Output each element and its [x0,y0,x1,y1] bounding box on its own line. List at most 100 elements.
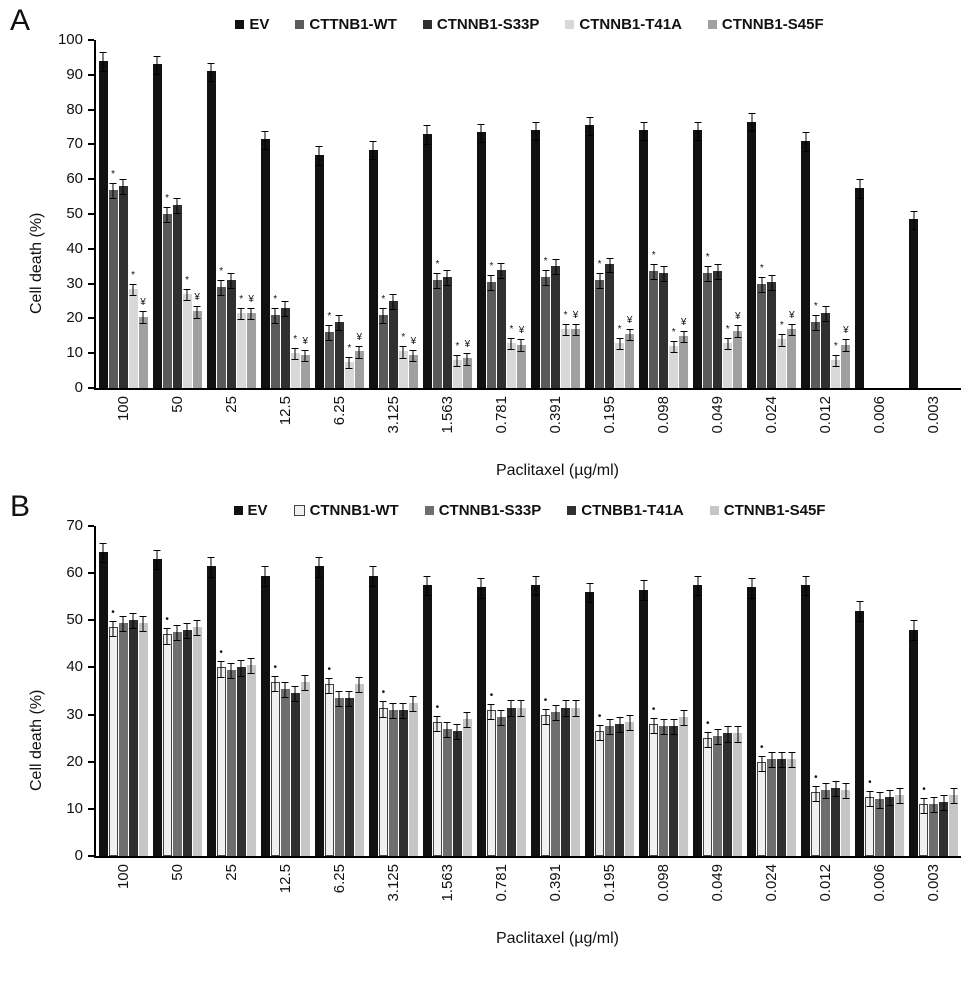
bar-slot [260,130,270,388]
legend-swatch-icon [565,19,575,29]
bar-slot [551,259,561,388]
bar [388,294,398,388]
bar-slot [801,132,811,388]
error-bar [532,121,540,142]
bar: ¥ [354,333,364,388]
error-bar [237,307,245,321]
bar-slot [280,301,290,388]
x-tick: 25 [204,396,258,413]
x-tick: 0.098 [637,396,691,434]
significance-marker: * [651,250,656,262]
bar: ¥ [787,310,797,388]
error-bar [606,719,614,736]
bar [422,125,432,388]
bar-slot [496,262,506,388]
bar-group: • [312,526,366,856]
x-tick-label: 0.195 [601,396,619,434]
x-tick: 3.125 [366,396,420,434]
error-bar [812,786,820,803]
bar-slot: • [162,615,172,856]
bar [516,700,526,856]
x-tick-label: 0.012 [817,864,835,902]
bar-slot: * [757,263,767,388]
bar [368,566,378,856]
significance-marker: ¥ [302,335,308,347]
significance-marker: * [293,333,298,345]
significance-marker: * [455,340,460,352]
x-tick: 100 [96,864,150,889]
legend-label: CTNNB1-S33P [436,15,540,33]
bar [885,790,895,856]
bar-group: • [420,526,474,856]
bar: • [270,662,280,856]
bar-group: * * ¥ [420,40,474,388]
bar-slot [98,52,108,388]
bar [368,140,378,388]
x-tick: 12.5 [258,396,312,425]
x-tick: 1.563 [420,864,474,902]
legend-label: CTNNB1-S45F [723,501,826,519]
bar-slot: * [290,334,300,388]
error-bar [572,323,580,337]
bar-slot: * [561,310,571,388]
bar-slot: ¥ [679,317,689,388]
legend-item: CTNNB1-S45F [707,16,824,33]
bar [280,681,290,856]
y-tick-label: 70 [66,135,83,153]
significance-marker: * [725,323,730,335]
bar [398,702,408,856]
x-tick-label: 0.024 [763,864,781,902]
error-bar [734,726,742,743]
bar-group: • [150,526,204,856]
x-tick-label: 0.049 [709,396,727,434]
bar: • [108,608,118,856]
x-tick-label: 0.024 [763,396,781,434]
bar: • [324,664,334,856]
significance-marker: • [381,687,386,699]
significance-marker: * [185,274,190,286]
x-tick-label: 50 [168,396,186,413]
error-bar [261,566,269,587]
bar-slot [152,55,162,388]
legend-item: EV [235,16,269,33]
significance-marker: * [327,311,332,323]
error-bar [532,575,540,597]
bar-slot [206,62,216,388]
chart-b: EV CTNNB1-WT CTNNB1-S33P CTNBB1-T41A CTNNB1-… [8,492,961,954]
bar [496,262,506,388]
bar-slot [625,714,635,856]
error-bar [183,622,191,639]
legend-label: CTNNB1-T41A [579,15,682,33]
bar-slot: * [615,324,625,388]
error-bar [497,709,505,727]
bar-group: • [907,526,961,856]
bar-group: • [529,526,583,856]
bar-slot [496,709,506,856]
significance-marker: • [111,607,115,619]
bar-slot [605,257,615,388]
significance-marker: ¥ [248,293,254,305]
error-bar [616,337,624,350]
legend-item: CTNNB1-WT [293,502,399,519]
bar-slot [669,719,679,856]
y-axis-title: Cell death (%) [28,689,45,791]
bar-slot [118,179,128,388]
bar-slot [462,712,472,856]
x-tick-label: 0.012 [817,396,835,434]
x-tick: 50 [150,396,204,413]
bar-slot [605,719,615,856]
error-bar [453,354,461,368]
error-bar [866,791,874,808]
bar [344,691,354,856]
bar [841,782,851,856]
legend-label: CTTNB1-WT [309,15,397,33]
significance-marker: • [651,703,656,715]
bar: ¥ [571,310,581,388]
bar-slot: • [541,695,551,856]
x-tick-label: 0.098 [655,396,673,434]
x-tick-label: 0.049 [709,864,727,902]
bar [625,714,635,856]
error-bar [507,337,515,350]
bar-slot [801,575,811,856]
error-bar [822,306,830,323]
